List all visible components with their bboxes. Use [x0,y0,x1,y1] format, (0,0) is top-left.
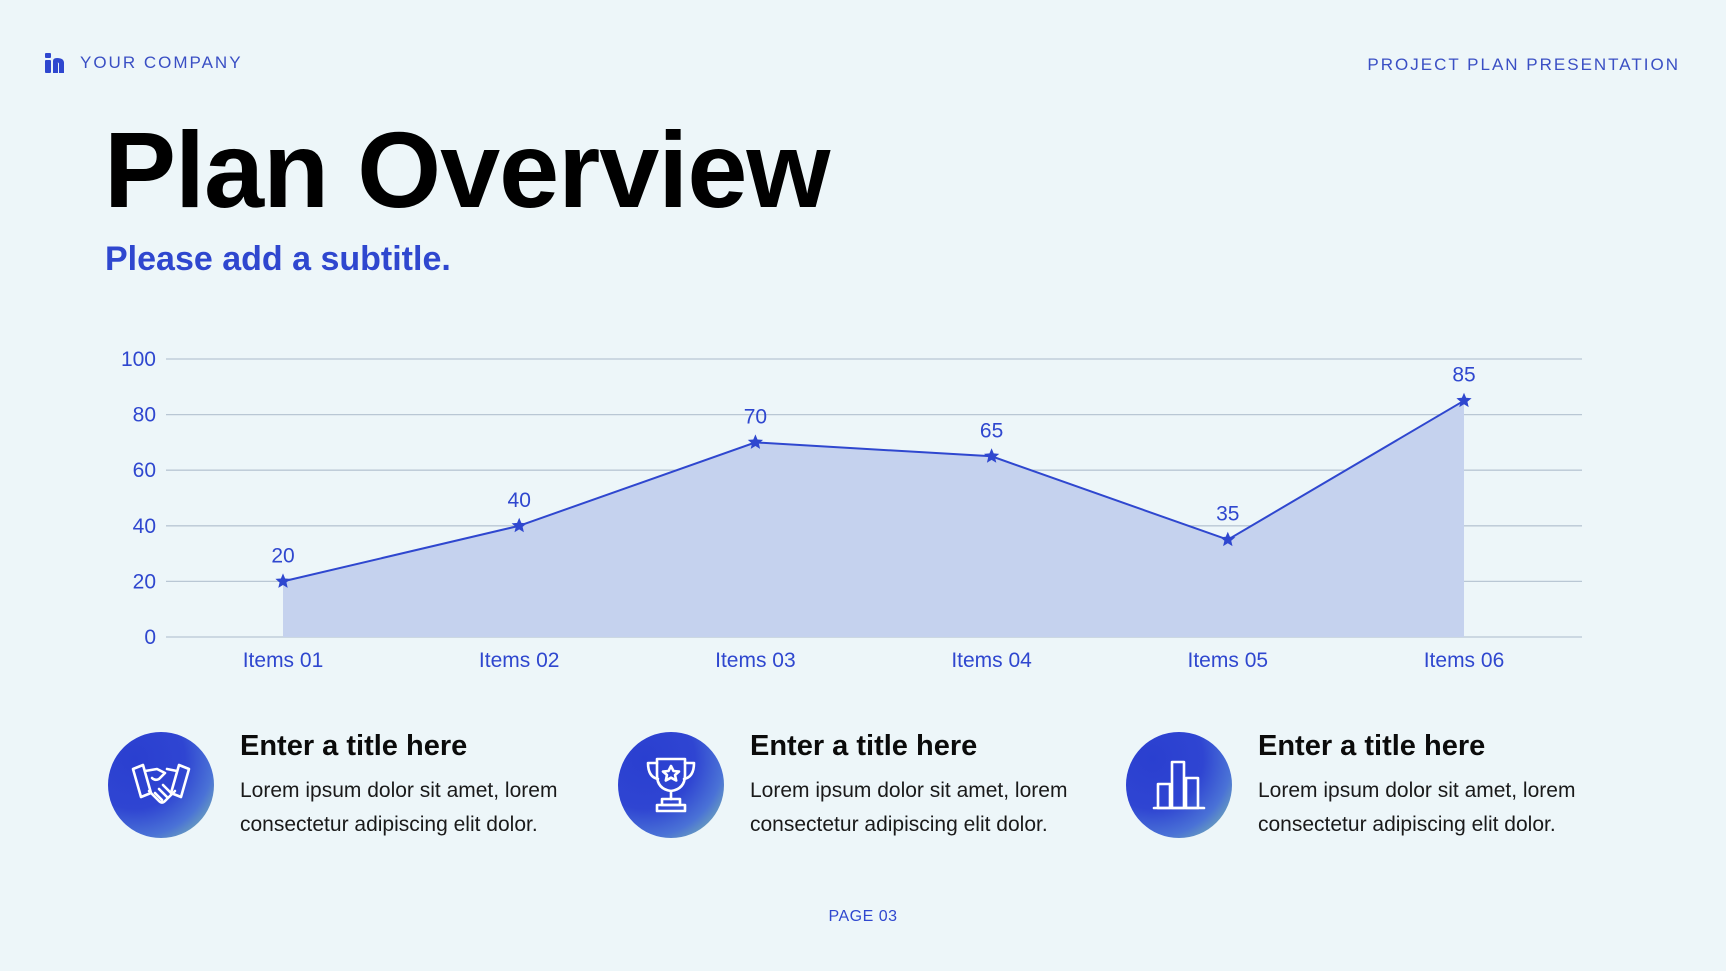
page-title: Plan Overview [104,109,830,230]
bar-chart-icon [1126,732,1232,838]
card-title: Enter a title here [1258,730,1486,762]
x-tick-label: Items 04 [951,649,1032,672]
data-point [275,573,291,588]
y-tick-label: 80 [133,404,156,427]
y-tick-label: 20 [133,570,156,593]
data-label: 20 [271,544,294,567]
feature-card-2: Enter a title here Lorem ipsum dolor sit… [618,730,1098,840]
data-point [1456,392,1472,408]
card-title: Enter a title here [240,730,468,762]
y-tick-label: 60 [133,459,156,482]
x-tick-label: Items 05 [1188,649,1269,672]
feature-card-1: Enter a title here Lorem ipsum dolor sit… [108,730,588,840]
data-point [983,448,1000,463]
company-logo-icon [45,53,64,73]
data-label: 35 [1216,503,1239,526]
header-brand: YOUR COMPANY [44,52,243,74]
area-fill [283,400,1464,637]
feature-card-3: Enter a title here Lorem ipsum dolor sit… [1126,730,1606,840]
data-label: 40 [508,489,531,512]
card-text: Lorem ipsum dolor sit amet, lorem consec… [240,779,558,836]
card-text: Lorem ipsum dolor sit amet, lorem consec… [750,779,1068,836]
x-tick-label: Items 01 [243,649,324,672]
data-label: 70 [744,405,767,428]
company-name: YOUR COMPANY [80,53,243,72]
x-tick-label: Items 06 [1424,649,1505,672]
y-tick-label: 100 [121,348,156,371]
x-tick-label: Items 03 [715,649,796,672]
data-point [511,517,527,533]
card-title: Enter a title here [750,730,978,762]
y-tick-label: 40 [133,515,156,538]
handshake-icon [108,732,214,838]
presentation-name: PROJECT PLAN PRESENTATION [1367,55,1680,74]
y-tick-label: 0 [144,626,156,649]
series-line [282,399,1465,583]
trophy-icon [618,732,724,838]
data-label: 65 [980,419,1003,442]
area-chart: 0 20 40 60 80 100 20 Items 01 40 Items 02 70 Items … [121,348,1582,672]
data-point [747,434,764,449]
data-label: 85 [1452,364,1475,387]
x-tick-label: Items 02 [479,649,560,672]
card-text: Lorem ipsum dolor sit amet, lorem consec… [1258,779,1576,836]
page-subtitle: Please add a subtitle. [105,240,451,278]
data-point [1220,531,1236,547]
page-number: PAGE 03 [828,908,898,925]
